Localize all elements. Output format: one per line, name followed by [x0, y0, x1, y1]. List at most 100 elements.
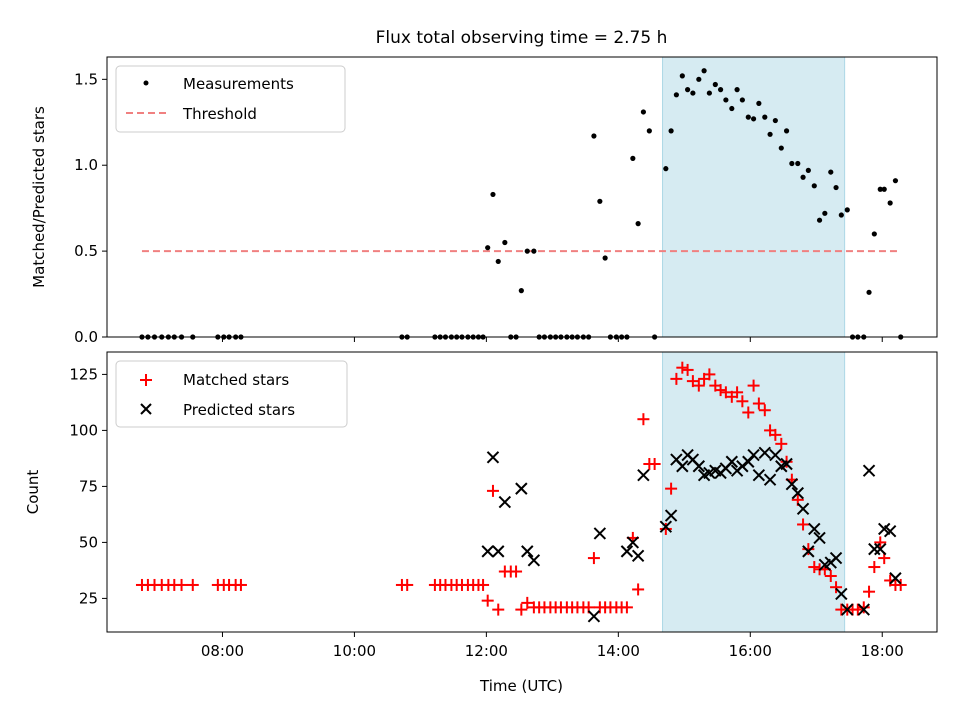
measurement-point — [805, 167, 811, 173]
x-tick-label: 14:00 — [597, 642, 640, 660]
matched-star-point — [186, 578, 199, 591]
measurement-point — [640, 109, 646, 115]
measurement-points — [139, 68, 904, 340]
matched-star-point — [681, 363, 694, 376]
matched-star-point — [659, 522, 672, 535]
measurement-point — [822, 210, 828, 216]
matched-star-point — [665, 482, 678, 495]
measurement-point — [679, 73, 685, 79]
measurement-point — [518, 288, 524, 294]
matched-star-point — [714, 384, 727, 397]
measurement-point — [723, 97, 729, 103]
measurement-point — [816, 217, 823, 223]
measurement-point — [635, 221, 641, 227]
predicted-star-point — [780, 457, 793, 471]
measurement-point — [531, 248, 537, 254]
predicted-star-point — [808, 522, 821, 536]
y-tick-label: 100 — [69, 421, 98, 439]
predicted-star-point — [889, 572, 902, 585]
y-tick-label: 25 — [79, 589, 98, 607]
predicted-star-point — [659, 520, 673, 533]
measurement-point — [783, 128, 790, 134]
measurement-point — [838, 212, 844, 218]
legend-matched-label: Matched stars — [183, 371, 289, 389]
top-legend: Measurements Threshold — [115, 65, 346, 133]
matched-star-point — [747, 379, 760, 392]
measurement-point — [739, 97, 745, 103]
matched-star-point — [857, 601, 870, 614]
predicted-star-point — [515, 482, 528, 495]
measurement-point — [690, 90, 696, 96]
matched-star-point — [742, 406, 755, 419]
measurement-point — [844, 207, 850, 213]
measurement-point — [767, 131, 773, 137]
matched-star-point — [175, 578, 188, 591]
measurement-point — [800, 174, 806, 180]
matched-star-point — [637, 413, 650, 426]
legend-predicted-label: Predicted stars — [183, 401, 295, 419]
matched-star-point — [477, 578, 490, 591]
legend-matched-marker — [140, 374, 152, 386]
x-tick-label: 10:00 — [333, 642, 376, 660]
matched-star-point — [824, 570, 837, 582]
measurement-point — [745, 114, 751, 120]
matched-star-point — [492, 603, 505, 616]
matched-star-point — [874, 536, 887, 549]
measurement-point — [706, 90, 712, 96]
y-tick-label: 1.0 — [74, 156, 98, 174]
top-y-ticks: 0.0 0.5 1.0 1.5 — [74, 70, 107, 346]
top-legend-box — [115, 65, 346, 133]
matched-star-point — [802, 543, 815, 556]
predicted-star-point — [791, 486, 804, 500]
measurement-point — [591, 133, 597, 139]
matched-stars-points — [135, 361, 907, 616]
measurement-point — [881, 186, 887, 192]
predicted-star-point — [752, 468, 766, 482]
x-tick-label: 08:00 — [201, 642, 244, 660]
predicted-star-point — [498, 495, 512, 509]
measurement-point — [811, 183, 817, 189]
predicted-star-point — [481, 545, 494, 558]
predicted-star-point — [862, 464, 876, 477]
matched-star-point — [234, 578, 247, 591]
matched-star-point — [676, 361, 689, 374]
predicted-star-point — [763, 473, 777, 486]
predicted-star-point — [664, 509, 678, 522]
predicted-star-point — [527, 554, 541, 567]
y-tick-label: 125 — [69, 365, 98, 383]
y-tick-label: 50 — [79, 533, 98, 551]
predicted-star-point — [857, 603, 870, 616]
measurement-point — [734, 87, 740, 93]
predicted-star-point — [841, 603, 854, 616]
measurement-point — [602, 255, 608, 261]
measurement-point — [887, 200, 893, 206]
y-tick-label: 1.5 — [74, 70, 98, 88]
measurement-point — [750, 116, 757, 122]
measurement-point — [828, 169, 834, 175]
matched-star-point — [587, 552, 600, 565]
matched-star-point — [515, 603, 528, 616]
predicted-star-point — [802, 545, 815, 558]
matched-star-point — [797, 518, 810, 531]
x-tick-label: 12:00 — [465, 642, 508, 660]
bottom-legend: Matched stars Predicted stars — [115, 360, 348, 428]
x-tick-label: 16:00 — [729, 642, 772, 660]
bottom-shaded-interval — [662, 351, 846, 633]
predicted-star-point — [747, 448, 760, 462]
matched-star-point — [868, 561, 881, 574]
measurement-point — [646, 128, 652, 134]
predicted-star-point — [874, 542, 887, 556]
matched-star-point — [808, 561, 821, 574]
measurement-point — [495, 258, 501, 265]
matched-star-point — [486, 484, 499, 497]
measurement-point — [772, 117, 778, 124]
predicted-star-point — [631, 549, 645, 563]
predicted-star-point — [736, 460, 749, 473]
matched-star-point — [830, 581, 843, 594]
legend-measurements-marker — [143, 80, 149, 86]
measurement-point — [696, 76, 702, 82]
measurement-point — [871, 231, 877, 237]
y-tick-label: 0.0 — [74, 328, 98, 346]
matched-star-point — [670, 372, 683, 385]
predicted-star-point — [758, 446, 772, 460]
